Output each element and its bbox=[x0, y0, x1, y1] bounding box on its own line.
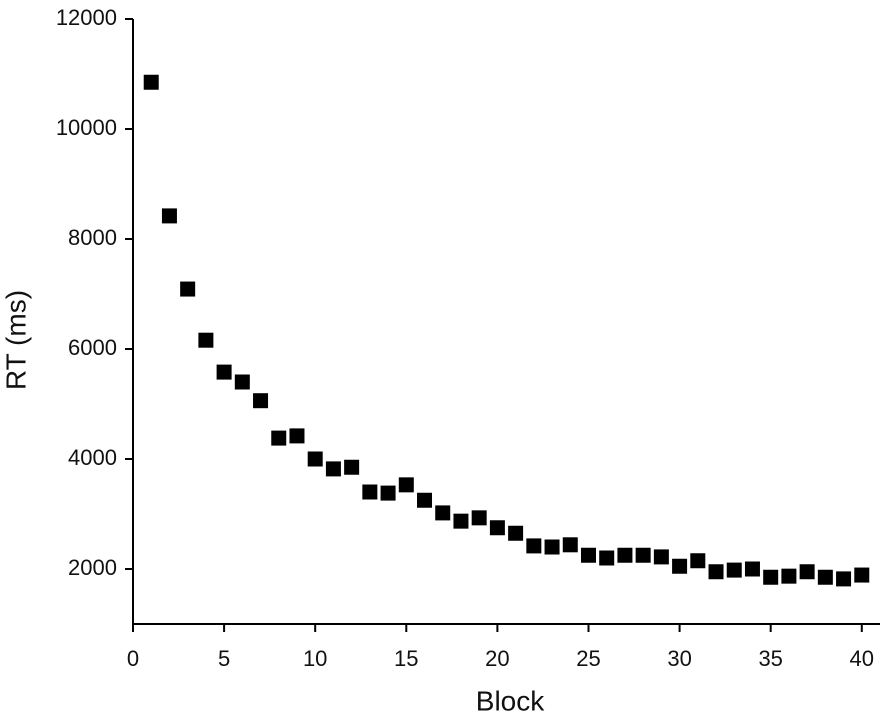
point bbox=[580, 547, 596, 563]
point bbox=[453, 513, 469, 529]
x-tick-label: 20 bbox=[485, 646, 509, 671]
point bbox=[508, 525, 524, 541]
point bbox=[380, 485, 396, 501]
point bbox=[526, 538, 542, 554]
point bbox=[836, 571, 852, 587]
x-tick-label: 40 bbox=[850, 646, 874, 671]
point bbox=[544, 539, 560, 555]
point bbox=[708, 564, 724, 580]
point bbox=[253, 393, 269, 409]
x-tick-label: 5 bbox=[218, 646, 230, 671]
point bbox=[635, 547, 651, 563]
y-axis-label: RT (ms) bbox=[0, 290, 31, 390]
point bbox=[763, 569, 779, 585]
point bbox=[307, 451, 323, 467]
point bbox=[817, 569, 833, 585]
point bbox=[289, 428, 305, 444]
point bbox=[216, 364, 232, 380]
y-tick-label: 2000 bbox=[68, 555, 117, 580]
point bbox=[781, 568, 797, 584]
point bbox=[161, 208, 177, 224]
point bbox=[325, 461, 341, 477]
x-tick-label: 15 bbox=[394, 646, 418, 671]
point bbox=[489, 520, 505, 536]
x-tick-label: 25 bbox=[576, 646, 600, 671]
point bbox=[726, 562, 742, 578]
x-tick-label: 0 bbox=[127, 646, 139, 671]
x-tick-label: 10 bbox=[303, 646, 327, 671]
point bbox=[143, 74, 159, 90]
point bbox=[417, 492, 433, 508]
y-tick-label: 4000 bbox=[68, 445, 117, 470]
x-tick-label: 30 bbox=[667, 646, 691, 671]
point bbox=[471, 510, 487, 526]
point bbox=[744, 561, 760, 577]
point bbox=[599, 550, 615, 566]
x-axis-label: Block bbox=[476, 685, 545, 716]
y-tick-label: 6000 bbox=[68, 335, 117, 360]
point bbox=[435, 505, 451, 521]
point bbox=[617, 547, 633, 563]
y-tick-label: 8000 bbox=[68, 225, 117, 250]
point bbox=[799, 564, 815, 580]
point bbox=[398, 477, 414, 493]
point bbox=[362, 484, 378, 500]
point bbox=[854, 567, 870, 583]
point bbox=[180, 281, 196, 297]
point bbox=[234, 374, 250, 390]
point bbox=[690, 553, 706, 569]
y-tick-label: 12000 bbox=[56, 5, 117, 30]
point bbox=[653, 549, 669, 565]
point bbox=[672, 558, 688, 574]
y-tick-label: 10000 bbox=[56, 115, 117, 140]
point bbox=[562, 537, 578, 553]
point bbox=[344, 459, 360, 475]
point bbox=[198, 332, 214, 348]
point bbox=[271, 430, 287, 446]
x-tick-label: 35 bbox=[758, 646, 782, 671]
